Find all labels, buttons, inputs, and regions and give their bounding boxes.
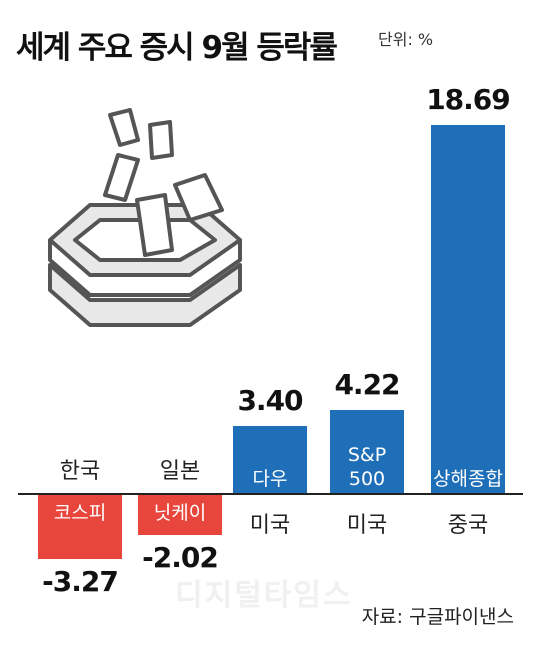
value-label: -2.02 (142, 540, 219, 574)
bar (138, 495, 222, 535)
bar-label: 닛케이 (153, 502, 207, 524)
value-label: 3.40 (237, 384, 303, 418)
source: 자료: 구글파이낸스 (361, 606, 514, 628)
country-label: 일본 (159, 459, 201, 484)
country-label: 미국 (346, 513, 388, 538)
value-label: 4.22 (334, 367, 400, 401)
value-label: -3.27 (42, 565, 119, 599)
bar (38, 495, 122, 560)
bar-label: 상해종합 (433, 468, 503, 490)
country-label: 한국 (59, 459, 101, 484)
country-label: 미국 (249, 513, 291, 538)
bar (330, 409, 404, 493)
bar (431, 125, 505, 493)
illustration (48, 108, 242, 327)
bar (233, 426, 307, 493)
chart-title: 세계 주요 증시 9월 등락률 (16, 30, 338, 66)
unit-label: 단위: % (378, 30, 434, 49)
value-label: 18.69 (426, 83, 511, 116)
bar-label: 코스피 (53, 502, 107, 524)
country-label: 중국 (447, 513, 489, 538)
watermark: 디지털타임스 (175, 578, 353, 613)
bar-label: 다우 (252, 468, 288, 490)
bar-label: S&P 500 (347, 444, 387, 490)
axis-line (18, 493, 523, 495)
